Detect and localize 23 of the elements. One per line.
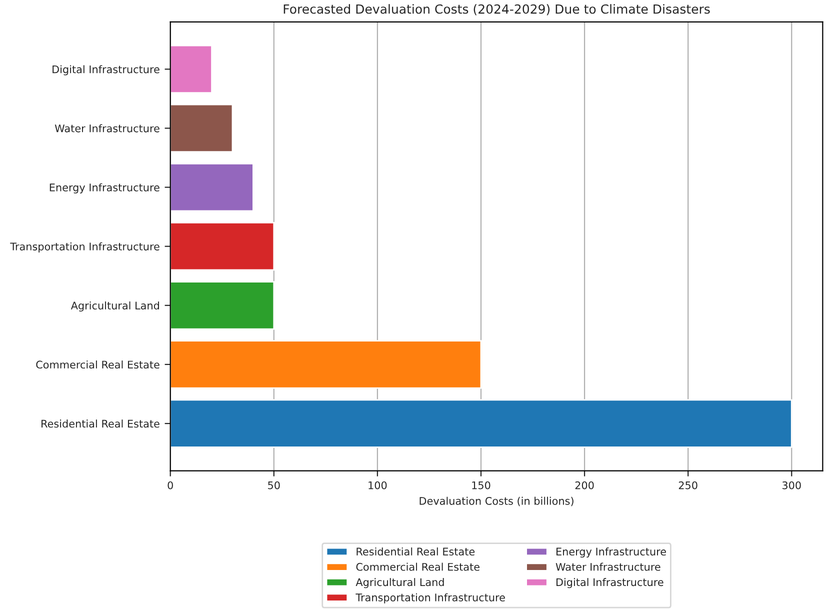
y-tick-label: Water Infrastructure <box>54 124 160 132</box>
y-tick-label: Residential Real Estate <box>42 420 160 428</box>
x-tick-label: 150 <box>472 481 490 490</box>
legend-label: Residential Real Estate <box>356 547 475 556</box>
y-tick-label: Digital Infrastructure <box>52 65 160 76</box>
y-tick-label: Transportation Infrastructure <box>10 242 160 252</box>
x-tick-label: 300 <box>782 481 801 490</box>
legend-label: Commercial Real Estate <box>356 562 480 571</box>
x-tick-label: 200 <box>575 481 594 490</box>
legend-label: Agricultural Land <box>356 578 444 588</box>
legend-label: Transportation Infrastructure <box>356 593 505 604</box>
y-tick-label: Agricultural Land <box>70 301 159 312</box>
x-axis-title: Devaluation Costs (in billions) <box>420 496 574 506</box>
chart-title: Forecasted Devaluation Costs (2024-2029) Due to Climate Disasters <box>284 4 710 16</box>
x-tick-label: 250 <box>678 481 698 490</box>
x-tick-label: 100 <box>368 481 387 490</box>
legend-label: Digital Infrastructure <box>556 578 664 588</box>
y-tick-label: Energy Infrastructure <box>50 183 160 194</box>
y-tick-label: Commercial Real Estate <box>36 360 160 369</box>
legend-label: Water Infrastructure <box>556 562 660 571</box>
legend-label: Energy Infrastructure <box>556 547 666 558</box>
x-tick-label: 50 <box>268 481 280 490</box>
x-tick-label: 0 <box>168 481 173 490</box>
